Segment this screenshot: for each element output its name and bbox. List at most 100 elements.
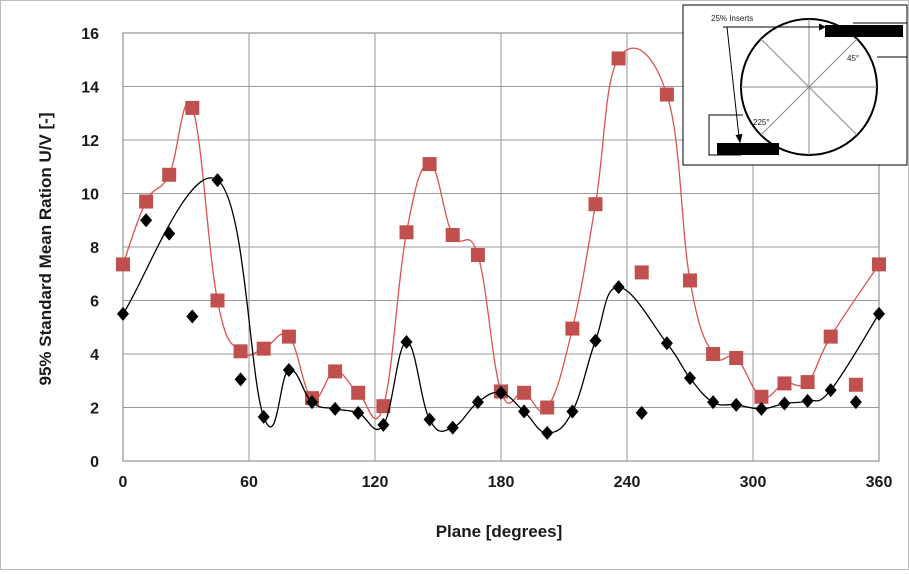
data-point-diamond <box>423 412 436 427</box>
data-point-square <box>328 364 343 379</box>
y-tick-label: 12 <box>81 133 99 150</box>
data-point-diamond <box>163 226 176 241</box>
data-point-diamond <box>566 404 579 419</box>
data-point-diamond <box>612 280 625 295</box>
data-point-square <box>422 157 437 172</box>
data-point-diamond <box>849 395 862 410</box>
data-point-diamond <box>377 417 390 432</box>
x-tick-labels: 0 60 120 180 240 300 360 <box>119 474 893 491</box>
data-point-square <box>116 257 130 272</box>
data-point-square <box>399 225 414 240</box>
x-tick-label: 120 <box>362 474 389 491</box>
data-point-diamond <box>211 173 224 188</box>
data-point-square <box>611 51 626 66</box>
data-point-square <box>848 377 863 392</box>
data-point-square <box>729 351 744 366</box>
y-axis-title: 95% Standard Mean Ration U/V [-] <box>36 113 55 386</box>
y-tick-labels: 0 2 4 6 8 10 12 14 16 <box>81 26 99 471</box>
data-point-square <box>634 265 649 280</box>
data-point-square <box>517 385 532 400</box>
inset-top-insert <box>825 25 903 37</box>
inset-arrow-bottom <box>726 26 740 138</box>
data-point-square <box>588 197 603 212</box>
y-tick-label: 4 <box>90 347 99 364</box>
data-point-diamond <box>352 405 365 420</box>
data-point-diamond <box>306 395 318 410</box>
data-point-diamond <box>140 213 153 228</box>
data-point-diamond <box>684 371 696 386</box>
data-point-diamond <box>282 363 295 378</box>
inset-label-45: 45° <box>847 54 859 63</box>
x-axis-title: Plane [degrees] <box>436 522 563 541</box>
data-point-diamond <box>257 409 270 424</box>
data-point-square <box>872 257 886 272</box>
y-tick-label: 14 <box>81 80 99 97</box>
data-point-square <box>659 87 674 102</box>
data-point-diamond <box>446 420 459 435</box>
data-point-diamond <box>329 401 342 416</box>
data-point-square <box>185 100 200 115</box>
data-point-diamond <box>589 333 602 348</box>
y-tick-label: 6 <box>90 294 99 311</box>
y-tick-label: 0 <box>90 454 99 471</box>
data-point-square <box>256 341 271 356</box>
data-point-diamond <box>778 396 791 411</box>
inset-arrow-top-head <box>818 23 827 31</box>
x-tick-label: 360 <box>866 474 893 491</box>
data-point-square <box>210 293 225 308</box>
y-tick-label: 2 <box>90 401 99 418</box>
x-tick-label: 240 <box>614 474 641 491</box>
x-tick-label: 0 <box>119 474 128 491</box>
y-tick-label: 10 <box>81 187 99 204</box>
inset-label-225: 225° <box>753 118 770 127</box>
data-point-square <box>823 329 838 344</box>
data-point-square <box>445 227 460 242</box>
data-point-diamond <box>660 336 673 351</box>
x-tick-label: 60 <box>240 474 258 491</box>
data-point-diamond <box>801 393 814 408</box>
inset-bottom-insert <box>717 143 779 155</box>
series-layer <box>116 47 886 440</box>
data-point-square <box>754 389 769 404</box>
data-point-diamond <box>730 397 743 412</box>
data-point-square <box>233 344 248 359</box>
x-tick-label: 300 <box>740 474 767 491</box>
inset-label-inserts: 25% Inserts <box>711 14 753 23</box>
data-point-diamond <box>471 395 484 410</box>
data-point-diamond <box>117 306 129 321</box>
data-point-square <box>162 167 177 182</box>
inset-diameter-d2 <box>760 38 858 136</box>
data-point-square <box>139 194 154 209</box>
data-point-square <box>565 321 580 336</box>
data-point-square <box>777 376 792 391</box>
data-point-square <box>281 329 296 344</box>
series-1 <box>116 47 886 420</box>
inset-diagram: 25% Inserts 45° 225° <box>682 4 908 166</box>
data-point-diamond <box>495 385 507 400</box>
data-point-square <box>706 347 721 361</box>
data-point-diamond <box>873 306 885 321</box>
y-tick-label: 8 <box>90 240 99 257</box>
data-point-diamond <box>635 405 648 420</box>
data-point-square <box>683 273 697 288</box>
data-point-square <box>540 400 555 415</box>
data-point-diamond <box>541 425 554 440</box>
data-point-diamond <box>707 395 720 410</box>
plot-area-border <box>122 32 880 462</box>
inset-arrow-bottom-head <box>735 133 743 144</box>
data-point-diamond <box>518 404 531 419</box>
data-point-diamond <box>400 334 413 349</box>
data-point-square <box>800 375 815 390</box>
data-point-diamond <box>755 401 768 416</box>
data-point-square <box>376 399 391 414</box>
data-point-diamond <box>824 383 837 398</box>
x-tick-label: 180 <box>488 474 515 491</box>
data-point-square <box>470 248 485 263</box>
data-point-diamond <box>186 309 199 324</box>
data-point-diamond <box>234 372 247 387</box>
series-2 <box>117 173 885 440</box>
inset-top-insert-outline <box>853 22 908 61</box>
y-tick-label: 16 <box>81 26 99 43</box>
